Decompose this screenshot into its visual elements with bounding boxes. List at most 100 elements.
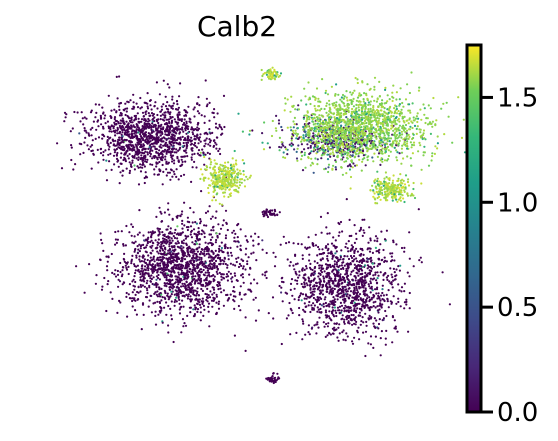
scatter-point	[194, 270, 196, 272]
scatter-point	[196, 237, 198, 239]
scatter-point	[126, 263, 128, 265]
scatter-point	[160, 124, 162, 126]
scatter-point	[84, 130, 86, 132]
scatter-point	[350, 248, 352, 250]
scatter-point	[333, 255, 335, 257]
scatter-point	[136, 103, 138, 105]
scatter-point	[123, 146, 125, 148]
scatter-point	[231, 276, 233, 278]
scatter-point	[165, 239, 167, 241]
scatter-point	[335, 315, 337, 317]
scatter-point	[321, 271, 323, 273]
scatter-point	[345, 339, 347, 341]
scatter-point	[368, 296, 370, 298]
scatter-point	[82, 123, 84, 125]
scatter-point	[213, 287, 215, 289]
scatter-point	[161, 106, 163, 108]
scatter-point	[217, 150, 219, 152]
scatter-point	[406, 140, 408, 142]
scatter-point	[315, 244, 317, 246]
scatter-point	[138, 118, 140, 120]
scatter-point	[174, 305, 176, 307]
scatter-point	[186, 122, 188, 124]
scatter-point	[375, 235, 377, 237]
scatter-point	[93, 154, 95, 156]
scatter-point	[346, 198, 348, 200]
scatter-point	[142, 274, 144, 276]
scatter-point	[137, 299, 139, 301]
scatter-point	[317, 288, 319, 290]
scatter-point	[327, 273, 329, 275]
scatter-point	[159, 231, 161, 233]
scatter-point	[169, 308, 171, 310]
scatter-point	[286, 153, 288, 155]
scatter-point	[159, 278, 161, 280]
scatter-point	[300, 293, 302, 295]
scatter-point	[335, 168, 337, 170]
scatter-point	[344, 298, 346, 300]
scatter-point	[176, 217, 178, 219]
scatter-point	[125, 296, 127, 298]
scatter-point	[109, 128, 111, 130]
scatter-point	[159, 312, 161, 314]
scatter-point	[394, 319, 396, 321]
scatter-point	[177, 113, 179, 115]
scatter-point	[367, 267, 369, 269]
scatter-point	[243, 265, 245, 267]
scatter-point	[243, 294, 245, 296]
scatter-point	[351, 284, 353, 286]
scatter-point	[193, 264, 195, 266]
scatter-point	[320, 157, 322, 159]
scatter-point	[159, 256, 161, 258]
scatter-point	[338, 223, 340, 225]
scatter-point	[401, 109, 403, 111]
scatter-point	[84, 292, 86, 294]
scatter-point	[198, 278, 200, 280]
scatter-point	[109, 153, 111, 155]
scatter-point	[325, 284, 327, 286]
scatter-point	[420, 257, 422, 259]
scatter-point	[369, 237, 371, 239]
scatter-point	[203, 250, 205, 252]
scatter-point	[391, 274, 393, 276]
scatter-point	[341, 286, 343, 288]
scatter-point	[174, 229, 176, 231]
scatter-point	[183, 109, 185, 111]
scatter-point	[273, 377, 275, 379]
scatter-point	[284, 146, 286, 148]
scatter-point	[91, 110, 93, 112]
scatter-point	[148, 231, 150, 233]
scatter-point	[378, 323, 380, 325]
scatter-point	[221, 247, 223, 249]
scatter-point	[307, 123, 309, 125]
scatter-point	[167, 83, 169, 85]
scatter-point	[379, 95, 381, 97]
scatter-point	[122, 120, 124, 122]
scatter-point	[326, 145, 328, 147]
scatter-point	[175, 148, 177, 150]
scatter-point	[157, 274, 159, 276]
scatter-point	[206, 133, 208, 135]
scatter-point	[336, 250, 338, 252]
scatter-point	[381, 303, 383, 305]
scatter-point	[281, 343, 283, 345]
scatter-point	[212, 216, 214, 218]
scatter-point	[250, 291, 252, 293]
scatter-point	[143, 135, 145, 137]
scatter-point	[171, 148, 173, 150]
scatter-point	[388, 306, 390, 308]
scatter-point	[179, 215, 181, 217]
scatter-point	[366, 294, 368, 296]
scatter-point	[157, 314, 159, 316]
scatter-point	[137, 265, 139, 267]
scatter-point	[92, 139, 94, 141]
scatter-point	[134, 272, 136, 274]
scatter-point	[119, 301, 121, 303]
scatter-point	[145, 113, 147, 115]
scatter-point	[274, 210, 276, 212]
scatter-point	[96, 121, 98, 123]
scatter-point	[145, 296, 147, 298]
scatter-point	[183, 239, 185, 241]
scatter-point	[193, 153, 195, 155]
scatter-point	[101, 134, 103, 136]
